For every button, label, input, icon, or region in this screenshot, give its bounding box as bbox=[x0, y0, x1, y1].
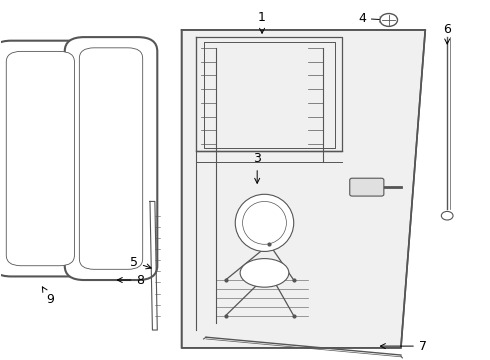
FancyBboxPatch shape bbox=[350, 178, 384, 196]
Text: 4: 4 bbox=[358, 12, 385, 25]
Ellipse shape bbox=[240, 258, 289, 287]
FancyBboxPatch shape bbox=[65, 37, 157, 280]
FancyBboxPatch shape bbox=[79, 48, 143, 269]
FancyBboxPatch shape bbox=[0, 41, 89, 276]
Text: 2: 2 bbox=[268, 266, 276, 286]
Circle shape bbox=[441, 211, 453, 220]
Text: 3: 3 bbox=[253, 152, 261, 183]
Ellipse shape bbox=[243, 202, 287, 244]
Text: 1: 1 bbox=[258, 11, 266, 33]
Text: 6: 6 bbox=[443, 23, 451, 44]
FancyBboxPatch shape bbox=[6, 51, 74, 266]
Text: 8: 8 bbox=[117, 274, 144, 287]
Text: 5: 5 bbox=[130, 256, 151, 269]
Circle shape bbox=[380, 14, 397, 26]
Polygon shape bbox=[182, 30, 425, 348]
Text: 9: 9 bbox=[42, 287, 54, 306]
Ellipse shape bbox=[235, 194, 294, 251]
Text: 7: 7 bbox=[380, 339, 427, 352]
